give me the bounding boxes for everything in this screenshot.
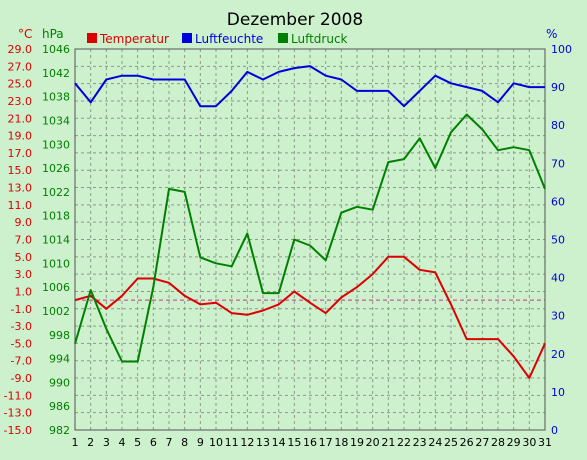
temperature-tick-label: -11.0 (4, 389, 32, 402)
x-tick-label: 22 (397, 436, 411, 449)
temperature-tick-label: 21.0 (8, 112, 33, 125)
x-tick-label: 7 (166, 436, 173, 449)
x-tick-label: 1 (72, 436, 79, 449)
temperature-tick-label: 1.0 (15, 285, 33, 298)
series-line-temperatur (74, 255, 546, 379)
humidity-tick-label: 100 (551, 43, 572, 56)
x-tick-label: 26 (460, 436, 474, 449)
x-tick-label: 9 (197, 436, 204, 449)
x-tick-label: 28 (491, 436, 505, 449)
x-tick-label: 17 (319, 436, 333, 449)
x-tick-label: 29 (507, 436, 521, 449)
x-tick-label: 2 (87, 436, 94, 449)
x-tick-label: 8 (181, 436, 188, 449)
x-tick-label: 16 (303, 436, 317, 449)
pressure-tick-label: 1022 (42, 186, 70, 199)
temperature-tick-label: 3.0 (15, 268, 33, 281)
x-tick-label: 4 (119, 436, 126, 449)
humidity-tick-label: 30 (551, 310, 565, 323)
pressure-axis-unit: hPa (42, 27, 64, 41)
temperature-tick-label: -7.0 (11, 355, 32, 368)
legend-label-luftdruck: Luftdruck (291, 32, 348, 46)
pressure-tick-label: 982 (49, 424, 70, 437)
series-line-luftdruck (74, 113, 546, 363)
humidity-tick-label: 10 (551, 386, 565, 399)
humidity-tick-label: 40 (551, 272, 565, 285)
legend-swatch-temperatur (87, 33, 97, 43)
humidity-tick-label: 70 (551, 157, 565, 170)
x-tick-label: 24 (428, 436, 442, 449)
legend-label-temperatur: Temperatur (99, 32, 169, 46)
legend: Temperatur Luftfeuchte Luftdruck (87, 32, 348, 46)
pressure-tick-label: 1026 (42, 162, 70, 175)
temperature-tick-label: -13.0 (4, 407, 32, 420)
temperature-tick-label: 9.0 (15, 216, 33, 229)
temperature-tick-label: 27.0 (8, 60, 33, 73)
temperature-tick-label: 25.0 (8, 78, 33, 91)
x-tick-label: 18 (334, 436, 348, 449)
temperature-tick-label: -9.0 (11, 372, 32, 385)
temperature-axis-unit: °C (18, 27, 32, 41)
x-tick-label: 27 (475, 436, 489, 449)
temperature-tick-label: 23.0 (8, 95, 33, 108)
temperature-tick-label: -15.0 (4, 424, 32, 437)
pressure-tick-label: 1002 (42, 305, 70, 318)
x-tick-label: 10 (209, 436, 223, 449)
temperature-tick-label: 13.0 (8, 182, 33, 195)
x-tick-label: 3 (103, 436, 110, 449)
temperature-tick-label: -3.0 (11, 320, 32, 333)
temperature-tick-label: 29.0 (8, 43, 33, 56)
x-tick-label: 5 (134, 436, 141, 449)
x-tick-label: 14 (272, 436, 286, 449)
pressure-tick-label: 1006 (42, 281, 70, 294)
temperature-tick-label: -1.0 (11, 303, 32, 316)
pressure-tick-label: 986 (49, 400, 70, 413)
x-tick-label: 15 (287, 436, 301, 449)
x-tick-label: 30 (522, 436, 536, 449)
x-tick-label: 25 (444, 436, 458, 449)
temperature-tick-label: 19.0 (8, 130, 33, 143)
pressure-tick-label: 998 (49, 329, 70, 342)
series-line-luftfeuchte (74, 65, 545, 108)
x-tick-label: 21 (381, 436, 395, 449)
humidity-tick-label: 90 (551, 81, 565, 94)
legend-label-luftfeuchte: Luftfeuchte (195, 32, 263, 46)
temperature-tick-label: 15.0 (8, 164, 33, 177)
x-tick-label: 12 (240, 436, 254, 449)
temperature-tick-label: 11.0 (8, 199, 33, 212)
temperature-tick-label: -5.0 (11, 337, 32, 350)
plot-frame (74, 48, 546, 431)
temperature-tick-label: 7.0 (15, 234, 33, 247)
humidity-axis-unit: % (546, 27, 557, 41)
x-tick-label: 13 (256, 436, 270, 449)
x-tick-label: 31 (538, 436, 552, 449)
humidity-tick-label: 20 (551, 348, 565, 361)
pressure-tick-label: 994 (49, 353, 70, 366)
pressure-tick-label: 1046 (42, 43, 70, 56)
pressure-tick-label: 1018 (42, 210, 70, 223)
humidity-tick-label: 60 (551, 195, 565, 208)
x-tick-label: 6 (150, 436, 157, 449)
chart-title: Dezember 2008 (227, 10, 363, 30)
x-tick-label: 23 (413, 436, 427, 449)
x-tick-label: 20 (366, 436, 380, 449)
x-tick-label: 19 (350, 436, 364, 449)
pressure-tick-label: 1034 (42, 114, 70, 127)
pressure-tick-label: 1014 (42, 234, 70, 247)
pressure-tick-label: 1038 (42, 91, 70, 104)
pressure-tick-label: 1030 (42, 138, 70, 151)
pressure-tick-label: 1042 (42, 67, 70, 80)
plot-area: 29.027.025.023.021.019.017.015.013.011.0… (4, 43, 572, 449)
temperature-tick-label: 5.0 (15, 251, 33, 264)
humidity-tick-label: 0 (551, 424, 558, 437)
humidity-tick-label: 80 (551, 119, 565, 132)
temperature-tick-label: 17.0 (8, 147, 33, 160)
legend-swatch-luftfeuchte (182, 33, 192, 43)
pressure-tick-label: 1010 (42, 257, 70, 270)
legend-swatch-luftdruck (278, 33, 288, 43)
x-tick-label: 11 (225, 436, 239, 449)
humidity-tick-label: 50 (551, 234, 565, 247)
pressure-tick-label: 990 (49, 376, 70, 389)
